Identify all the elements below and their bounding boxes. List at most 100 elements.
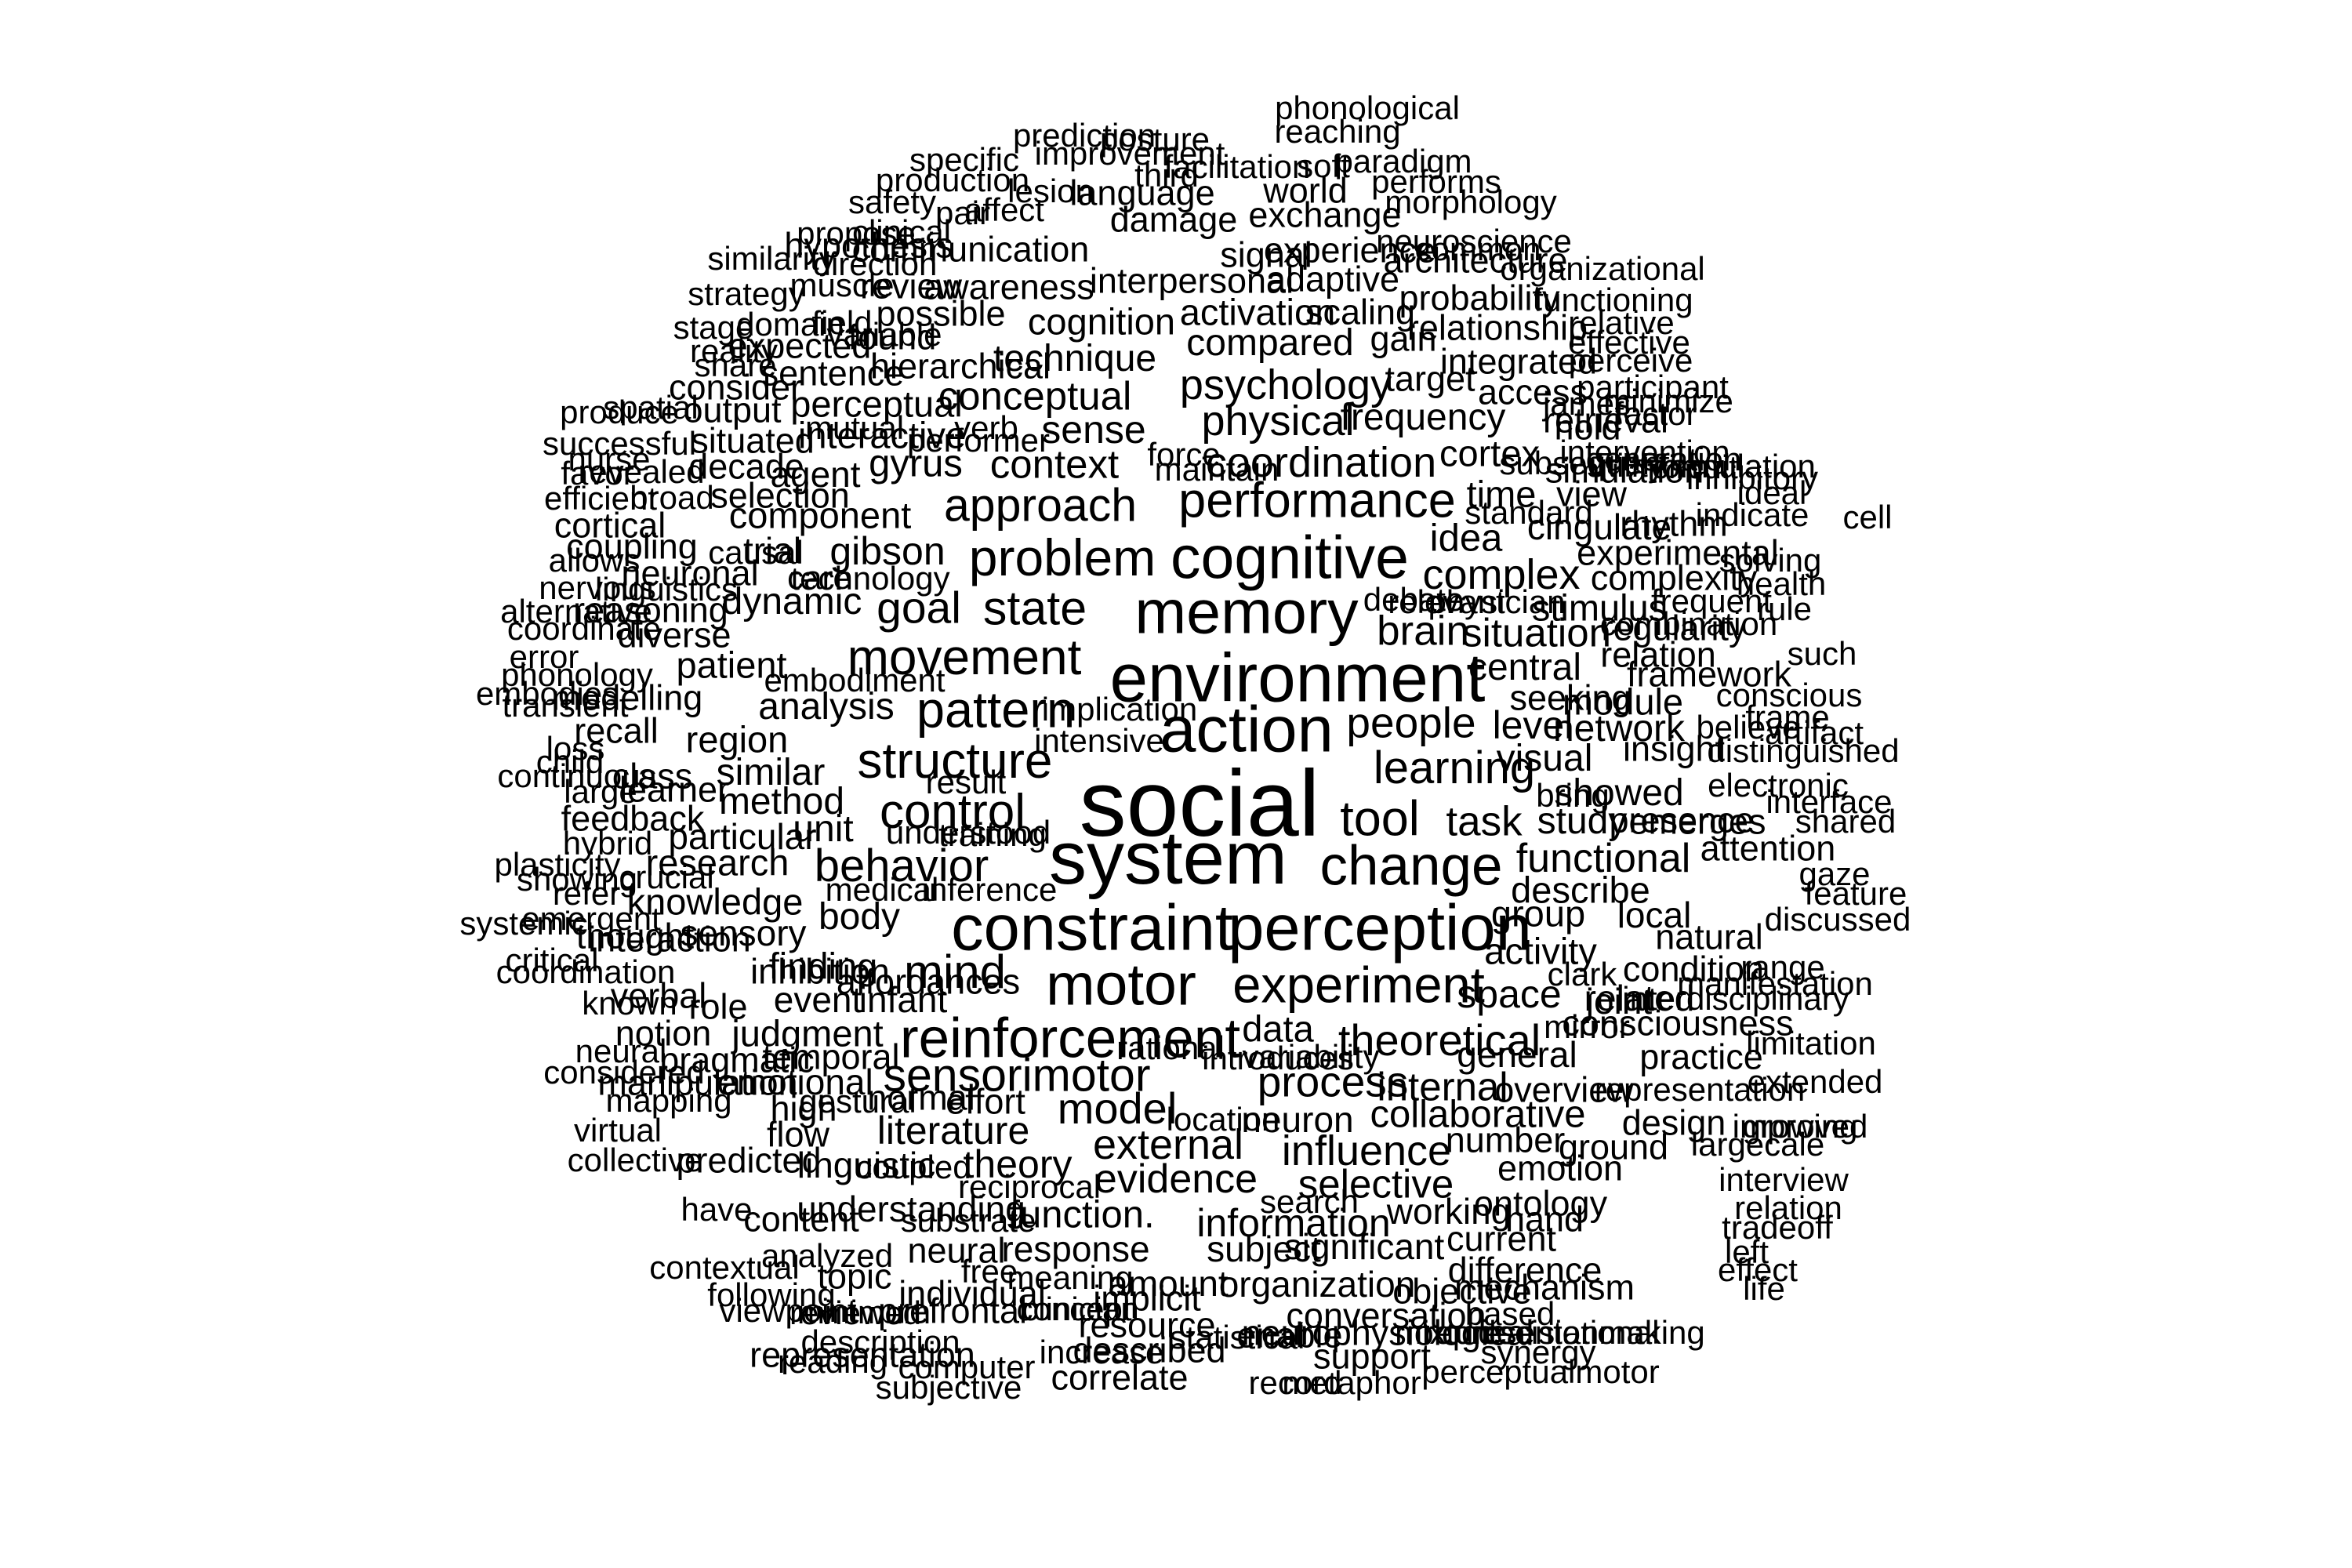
word-cortical: cortical [554, 505, 666, 546]
word-muscle: muscle [789, 267, 895, 303]
word-class: class [612, 756, 693, 797]
word-critical: critical [505, 942, 599, 978]
word-life: life [1743, 1270, 1785, 1307]
word-region: region [685, 718, 789, 760]
word-knowledge: knowledge [626, 880, 804, 923]
word-experience: experience [1263, 230, 1437, 270]
word-emergent: emergent [521, 900, 661, 937]
word-sensory: sensory [680, 913, 807, 953]
word-technique: technique [993, 338, 1157, 379]
word-feedback: feedback [561, 798, 705, 839]
word-presence: presence [1609, 800, 1755, 840]
word-stage: stage [673, 309, 754, 346]
word-recall: recall [574, 710, 659, 751]
word-enable: enable [1236, 1315, 1343, 1356]
word-predicted: predicted [676, 1140, 822, 1181]
word-hybrid: hybrid [562, 825, 653, 862]
word-largecale: largecale [1690, 1126, 1825, 1163]
word-local: local [1617, 895, 1692, 935]
word-insight: insight [1622, 728, 1726, 769]
word-scaling: scaling [1305, 292, 1416, 332]
word-paradigm: paradigm [1334, 143, 1472, 180]
word-representation: representation [1594, 1071, 1806, 1108]
word-synergy: synergy [1480, 1334, 1596, 1370]
word-idea: idea [1429, 517, 1503, 560]
word-similarity: similarity [707, 240, 836, 277]
word-neurophysiological: neurophysiological [1241, 1312, 1534, 1353]
word-physician: physician [1428, 583, 1566, 620]
word-patient: patient [676, 644, 787, 686]
word-judgment: judgment [731, 1012, 884, 1054]
word-spatial: spatial [603, 389, 699, 426]
word-frequent: frequent [1650, 583, 1773, 619]
word-literature: literature [877, 1109, 1030, 1152]
word-result: result [925, 764, 1007, 800]
word-practice: practice [1639, 1036, 1763, 1077]
word-clinician: clinician [1022, 1290, 1139, 1327]
word-perception: perception [1228, 891, 1532, 964]
word-collective: collective [567, 1142, 703, 1178]
word-substrate: substrate [900, 1202, 1036, 1239]
word-relationship: relationship [1406, 307, 1588, 348]
word-implication: implication [1041, 691, 1198, 728]
word-activation: activation [1179, 291, 1336, 333]
word-situated: situated [691, 420, 815, 461]
word-continuous: continuous [497, 757, 657, 794]
word-neuron: neuron [1241, 1099, 1354, 1140]
word-ground: ground [1558, 1127, 1669, 1167]
word-showed: showed [1554, 772, 1684, 814]
word-analyzed: analyzed [760, 1237, 894, 1274]
word-functioning: functioning [1534, 281, 1693, 318]
word-event: event [773, 979, 862, 1020]
word-constraint: constraint [951, 891, 1233, 964]
word-rule: rule [1756, 590, 1813, 627]
word-successful: successful [542, 425, 697, 462]
word-broad: broad [630, 479, 714, 516]
word-mapping: mapping [605, 1082, 732, 1119]
word-coordinate: coordinate [506, 610, 662, 647]
word-nervous: nervous [539, 569, 656, 606]
word-integrated: integrated [1439, 341, 1598, 382]
word-general: general [1457, 1034, 1577, 1075]
word-evidence: evidence [1094, 1156, 1258, 1202]
word-method: method [718, 781, 845, 822]
word-such: such [1787, 635, 1857, 672]
word-people: people [1346, 698, 1476, 747]
word-free: free [960, 1253, 1018, 1290]
word-coordination: coordination [495, 953, 676, 990]
word-gestural: gestural [799, 1083, 916, 1120]
word-manifestation: manifestation [1677, 965, 1873, 1002]
word-component: component [728, 494, 912, 536]
word-record: record [1248, 1364, 1342, 1401]
word-view: view [1555, 474, 1628, 514]
word-modelling: modelling [551, 677, 703, 718]
word-bring: bring [1536, 777, 1610, 814]
word-discussed: discussed [1764, 901, 1911, 938]
word-left: left [1724, 1233, 1769, 1270]
word-situation: situation [1462, 610, 1611, 655]
word-training: training [938, 816, 1047, 853]
word-known: known [582, 985, 677, 1022]
word-systemic: systemic [459, 905, 588, 942]
word-participant: participant [1577, 368, 1729, 405]
word-rhythm: rhythm [1620, 503, 1728, 544]
word-artifact: artifact [1764, 714, 1864, 751]
word-cognitive: cognitive [1171, 524, 1409, 592]
word-distinguished: distinguished [1707, 732, 1900, 769]
word-gain: gain [1370, 318, 1437, 359]
word-virtual: virtual [573, 1112, 662, 1149]
word-possible: possible [876, 293, 1006, 334]
word-data: data [1242, 1007, 1314, 1050]
word-posture: posture [1099, 121, 1210, 158]
word-role: role [688, 986, 748, 1027]
word-design: design [1621, 1102, 1726, 1143]
word-framework: framework [1626, 654, 1792, 695]
word-topic: topic [817, 1256, 892, 1297]
word-viewpoint: viewpoint [719, 1292, 857, 1329]
word-performs: performs [1371, 163, 1501, 200]
word-movement: movement [847, 629, 1082, 685]
word-affordances: affordances [836, 961, 1021, 1002]
word-individual: individual [898, 1273, 1046, 1314]
word-sensorimotor: sensorimotor [883, 1049, 1151, 1102]
word-interactive: interactive [797, 414, 967, 456]
